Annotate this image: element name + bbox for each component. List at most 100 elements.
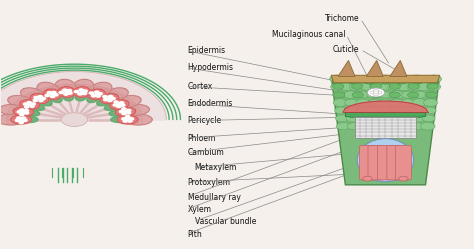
Polygon shape — [38, 98, 52, 106]
Circle shape — [17, 111, 21, 113]
Polygon shape — [97, 98, 111, 106]
Circle shape — [368, 107, 381, 114]
Polygon shape — [104, 104, 120, 110]
Circle shape — [34, 96, 38, 99]
Circle shape — [91, 95, 96, 97]
Circle shape — [20, 109, 24, 111]
Text: Cambium: Cambium — [188, 148, 224, 157]
Circle shape — [41, 97, 46, 100]
Circle shape — [356, 99, 370, 106]
Circle shape — [336, 115, 349, 122]
Circle shape — [373, 93, 379, 96]
Circle shape — [95, 91, 99, 93]
Circle shape — [124, 111, 128, 113]
Circle shape — [389, 75, 402, 82]
Text: Cortex: Cortex — [188, 82, 213, 91]
Circle shape — [329, 75, 343, 83]
Text: Protoxylem: Protoxylem — [188, 178, 230, 187]
Circle shape — [127, 112, 131, 114]
Circle shape — [65, 91, 69, 93]
Circle shape — [33, 99, 37, 102]
FancyBboxPatch shape — [387, 145, 403, 180]
Circle shape — [380, 79, 391, 84]
Circle shape — [425, 91, 438, 98]
FancyBboxPatch shape — [359, 145, 375, 180]
Circle shape — [117, 105, 121, 108]
Circle shape — [357, 115, 371, 122]
Circle shape — [363, 176, 372, 181]
Circle shape — [47, 92, 52, 94]
Polygon shape — [0, 105, 27, 116]
FancyBboxPatch shape — [377, 145, 393, 180]
Circle shape — [38, 97, 42, 100]
Circle shape — [120, 104, 125, 106]
Circle shape — [389, 92, 401, 98]
Circle shape — [333, 99, 347, 106]
Circle shape — [82, 92, 87, 95]
Polygon shape — [331, 75, 439, 83]
Circle shape — [25, 106, 29, 108]
Circle shape — [399, 176, 408, 181]
Circle shape — [348, 75, 358, 80]
Circle shape — [59, 91, 64, 94]
Polygon shape — [58, 87, 75, 97]
Polygon shape — [109, 110, 126, 116]
Circle shape — [422, 115, 435, 122]
Circle shape — [428, 75, 439, 80]
Circle shape — [24, 110, 28, 112]
Circle shape — [122, 112, 126, 115]
Circle shape — [340, 83, 354, 90]
Circle shape — [78, 93, 82, 95]
Polygon shape — [109, 100, 129, 109]
Polygon shape — [55, 79, 76, 94]
Polygon shape — [390, 61, 407, 76]
Polygon shape — [30, 94, 49, 104]
Circle shape — [25, 112, 28, 114]
Circle shape — [420, 123, 435, 130]
Circle shape — [423, 107, 436, 114]
Circle shape — [407, 75, 422, 83]
Polygon shape — [111, 117, 128, 123]
Circle shape — [344, 91, 358, 99]
Circle shape — [412, 107, 425, 114]
Circle shape — [83, 90, 87, 92]
Circle shape — [333, 91, 346, 98]
Circle shape — [118, 104, 122, 106]
Circle shape — [401, 115, 413, 122]
Circle shape — [368, 99, 380, 106]
Circle shape — [412, 99, 427, 107]
Circle shape — [113, 104, 118, 106]
Circle shape — [365, 79, 374, 84]
Text: Cuticle: Cuticle — [333, 45, 359, 54]
Circle shape — [352, 92, 364, 98]
Polygon shape — [115, 107, 136, 116]
Circle shape — [122, 108, 126, 110]
Polygon shape — [346, 112, 426, 116]
Circle shape — [359, 75, 373, 83]
Circle shape — [369, 123, 381, 129]
Text: Trichome: Trichome — [325, 14, 359, 23]
Circle shape — [390, 123, 402, 129]
Circle shape — [95, 93, 99, 95]
Circle shape — [347, 123, 360, 130]
Circle shape — [79, 89, 83, 91]
Circle shape — [378, 75, 392, 83]
Circle shape — [412, 79, 422, 84]
Circle shape — [129, 118, 134, 120]
Circle shape — [367, 91, 381, 98]
Circle shape — [378, 107, 392, 114]
Circle shape — [64, 93, 68, 95]
Ellipse shape — [357, 139, 414, 182]
Polygon shape — [11, 115, 32, 124]
Polygon shape — [63, 92, 74, 101]
Circle shape — [50, 95, 55, 97]
Circle shape — [370, 84, 382, 90]
Circle shape — [103, 96, 107, 98]
Text: Endodermis: Endodermis — [188, 99, 233, 108]
Circle shape — [119, 111, 124, 113]
Circle shape — [398, 75, 412, 83]
Circle shape — [373, 89, 379, 92]
Circle shape — [373, 91, 379, 94]
Circle shape — [358, 123, 371, 129]
Circle shape — [356, 107, 371, 114]
